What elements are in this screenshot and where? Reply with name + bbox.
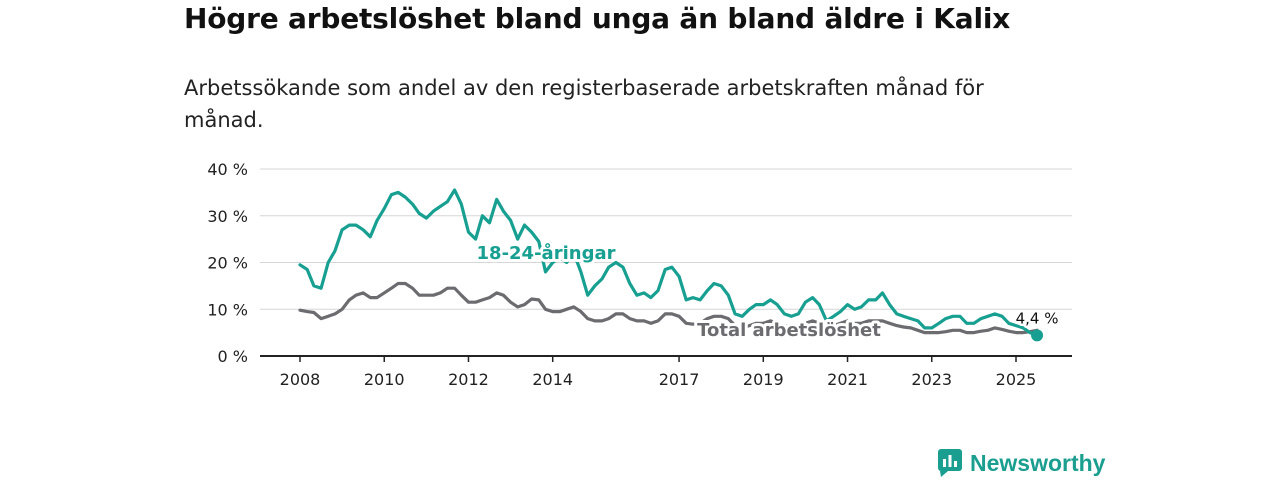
- y-tick-label: 20 %: [207, 254, 248, 273]
- x-tick-label: 2019: [743, 370, 784, 389]
- y-tick-label: 30 %: [207, 207, 248, 226]
- x-tick-label: 2014: [532, 370, 573, 389]
- chart-title: Högre arbetslöshet bland unga än bland ä…: [184, 2, 1011, 35]
- x-axis-ticks: 2008 2010 2012 2014 2017 2019 2021 2023 2025: [280, 356, 1037, 389]
- x-tick-label: 2021: [827, 370, 868, 389]
- series-label-youth: 18-24-åringar: [477, 242, 616, 264]
- y-axis-ticks: 0 % 10 % 20 % 30 % 40 %: [207, 160, 248, 366]
- y-tick-label: 0 %: [218, 347, 248, 366]
- chart-subtitle: Arbetssökande som andel av den registerb…: [184, 76, 984, 132]
- x-tick-label: 2023: [911, 370, 952, 389]
- series-lines: [298, 188, 1039, 337]
- x-tick-label: 2008: [280, 370, 321, 389]
- y-tick-label: 40 %: [207, 160, 248, 179]
- y-tick-label: 10 %: [207, 300, 248, 319]
- x-tick-label: 2012: [448, 370, 489, 389]
- x-tick-label: 2025: [996, 370, 1037, 389]
- series-line-youth: [298, 188, 1039, 337]
- x-tick-label: 2017: [659, 370, 700, 389]
- brand-name: Newsworthy: [970, 449, 1106, 476]
- end-value-label: 4,4 %: [1016, 309, 1059, 327]
- newsworthy-logo-icon: [938, 449, 962, 477]
- gridlines: [260, 168, 1072, 357]
- brand-logo: Newsworthy: [938, 448, 1105, 478]
- end-point-marker: [1031, 329, 1044, 342]
- series-label-total: Total arbetslöshet: [697, 320, 881, 341]
- series-line-total: [298, 281, 1039, 335]
- x-tick-label: 2010: [364, 370, 405, 389]
